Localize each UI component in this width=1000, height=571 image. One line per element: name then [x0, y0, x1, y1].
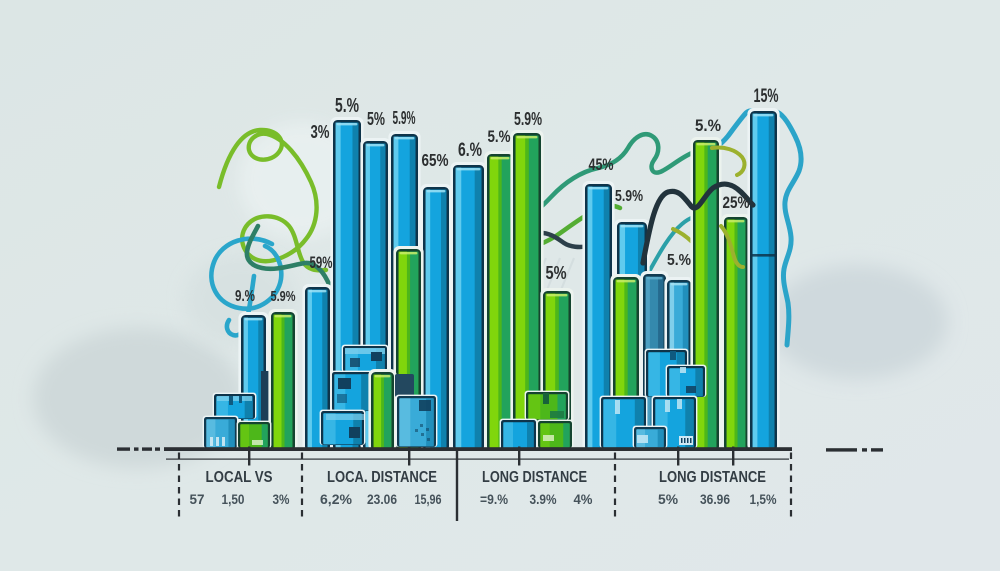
svg-text:6,2%: 6,2% — [320, 492, 352, 507]
svg-text:1,5%: 1,5% — [750, 492, 777, 507]
svg-text:6.%: 6.% — [458, 140, 482, 161]
svg-text:LONG DISTANCE: LONG DISTANCE — [659, 469, 766, 486]
svg-text:3%: 3% — [273, 492, 290, 507]
svg-text:23.06: 23.06 — [367, 492, 397, 507]
svg-text:5.9%: 5.9% — [393, 108, 416, 128]
svg-text:5.%: 5.% — [488, 127, 511, 146]
svg-text:4%: 4% — [574, 492, 593, 507]
svg-text:5.9%: 5.9% — [615, 188, 643, 205]
svg-text:=9.%: =9.% — [480, 492, 508, 507]
svg-text:LOCAL VS: LOCAL VS — [206, 469, 273, 486]
svg-text:5.%: 5.% — [335, 95, 359, 117]
svg-text:5.%: 5.% — [695, 116, 721, 135]
svg-text:65%: 65% — [422, 150, 449, 170]
svg-text:15%: 15% — [754, 86, 779, 107]
svg-text:5%: 5% — [658, 492, 678, 507]
svg-text:5%: 5% — [546, 263, 567, 283]
svg-text:3%: 3% — [311, 122, 330, 142]
svg-text:LONG DISTANCE: LONG DISTANCE — [482, 469, 587, 486]
svg-text:9.%: 9.% — [235, 288, 255, 305]
svg-text:5.9%: 5.9% — [271, 288, 296, 305]
svg-text:25%: 25% — [723, 194, 750, 212]
svg-text:36.96: 36.96 — [700, 492, 730, 507]
svg-text:5%: 5% — [367, 109, 385, 129]
svg-text:LOCA. DISTANCE: LOCA. DISTANCE — [327, 469, 437, 486]
svg-text:15,96: 15,96 — [415, 492, 442, 507]
svg-text:1,50: 1,50 — [222, 492, 245, 507]
svg-text:3.9%: 3.9% — [530, 492, 557, 507]
svg-text:45%: 45% — [589, 155, 614, 174]
svg-text:5.%: 5.% — [667, 252, 691, 269]
svg-text:57: 57 — [190, 492, 205, 507]
svg-text:5.9%: 5.9% — [514, 109, 542, 129]
svg-text:59%: 59% — [310, 253, 333, 272]
